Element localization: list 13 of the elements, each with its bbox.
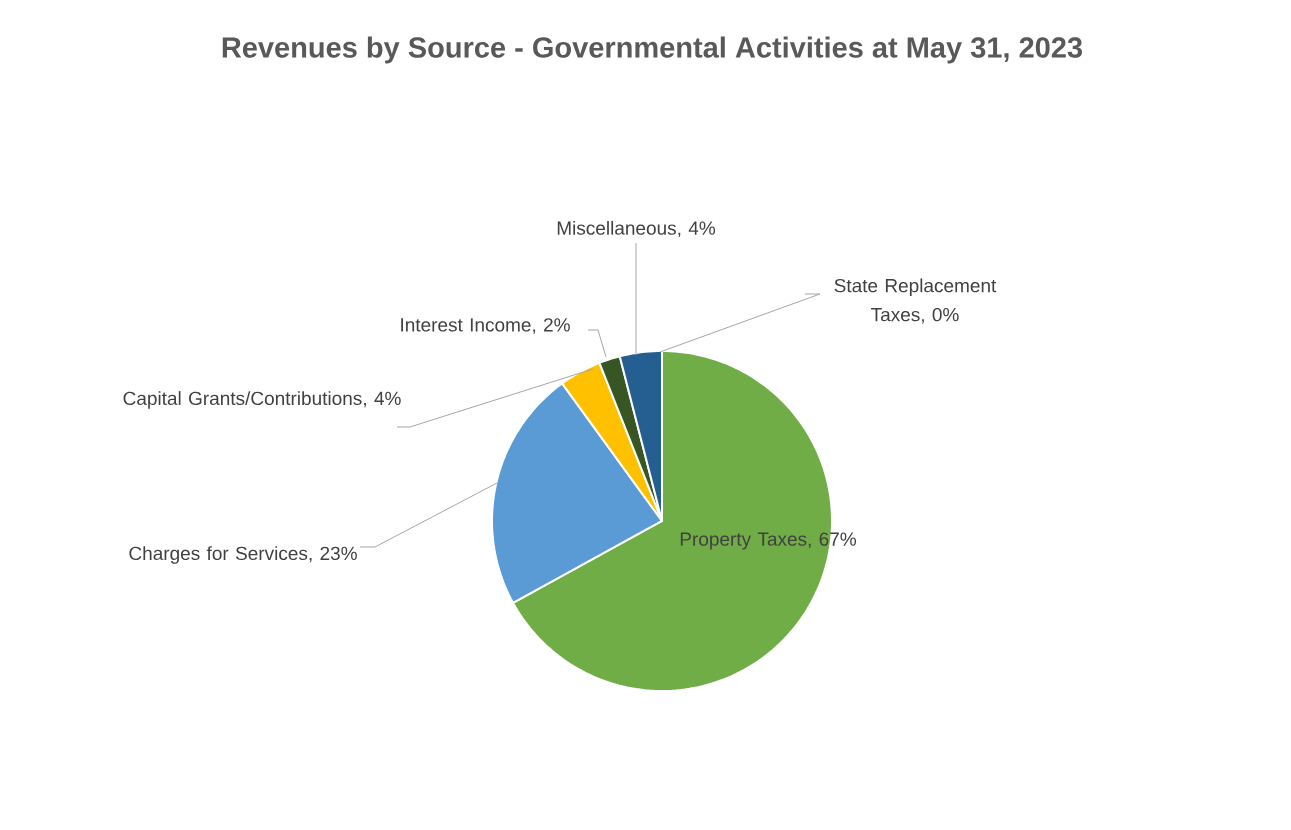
text: , 0% <box>921 307 959 324</box>
data-label: , 4% <box>678 221 716 238</box>
slice-label: Property Taxes <box>680 532 807 550</box>
category-label: Taxes <box>871 308 920 322</box>
chart-title: Revenues by Source - Governmental Activities at May 31, 2023 <box>222 36 1083 64</box>
data-label: , 4% <box>364 391 401 408</box>
slice-label: Capital Grants/Contributions <box>123 391 362 409</box>
data-label: , 23% <box>309 546 357 563</box>
category-label: State Replacement <box>834 278 997 297</box>
slice-label: Charges for Services <box>129 546 308 564</box>
slice-label: Interest Income <box>401 318 531 332</box>
slice-label: Miscellaneous <box>557 220 676 235</box>
data-label: , 2% <box>533 318 570 334</box>
